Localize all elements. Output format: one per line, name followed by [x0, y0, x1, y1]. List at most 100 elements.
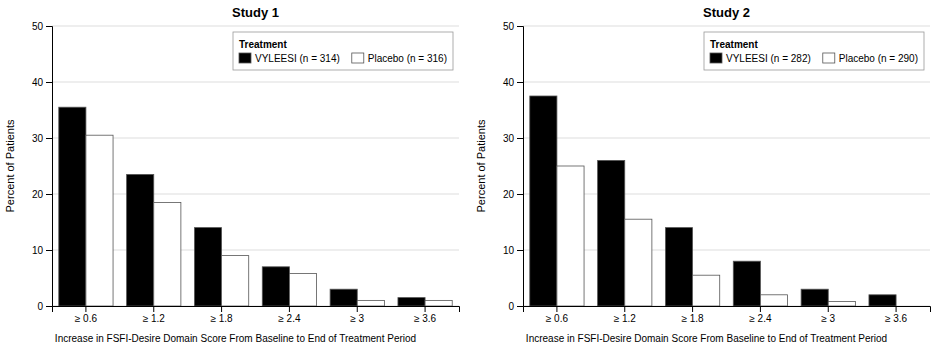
tick-label: ≥ 1.8 — [681, 313, 704, 324]
tick-mark — [760, 306, 761, 312]
axis-line — [46, 27, 53, 307]
grid-line — [523, 82, 930, 83]
tick-mark — [624, 306, 625, 312]
tick: ≥ 2.4 — [278, 306, 301, 324]
tick: 40 — [32, 77, 52, 88]
bar — [733, 261, 760, 306]
tick: ≥ 3 — [350, 306, 364, 324]
tick-mark — [46, 138, 52, 139]
tick-mark — [828, 306, 829, 312]
tick: 20 — [32, 189, 52, 200]
tick-label: ≥ 2.4 — [749, 313, 772, 324]
axis-line — [517, 27, 524, 307]
tick: ≥ 3.6 — [414, 306, 437, 324]
tick-mark — [46, 82, 52, 83]
tick-label: 20 — [32, 189, 44, 200]
tick: ≥ 1.8 — [210, 306, 233, 324]
grid-line — [52, 26, 459, 27]
bar — [530, 96, 557, 306]
axis-line — [524, 307, 931, 313]
tick: 40 — [503, 77, 523, 88]
tick: ≥ 2.4 — [749, 306, 772, 324]
legend-label: Placebo (n = 290) — [839, 53, 918, 64]
tick-mark — [357, 306, 358, 312]
y-axis: 0 10 20 30 40 50 — [32, 21, 53, 312]
grid-line — [523, 138, 930, 139]
tick-label: 50 — [503, 21, 515, 32]
x-axis: ≥ 0.6 ≥ 1.2 ≥ 1.8 ≥ 2.4 ≥ 3 ≥ 3.6 — [524, 306, 931, 324]
tick-mark — [556, 306, 557, 312]
tick-label: 10 — [32, 245, 44, 256]
legend-swatch — [710, 53, 722, 63]
legend-title: Treatment — [239, 39, 287, 50]
tick-mark — [46, 306, 52, 307]
legend-swatch — [823, 53, 835, 63]
bar — [330, 289, 357, 306]
tick: ≥ 0.6 — [546, 306, 569, 324]
tick: ≥ 1.2 — [143, 306, 166, 324]
tick-mark — [517, 194, 523, 195]
bar — [557, 166, 584, 306]
legend-swatch — [352, 53, 364, 63]
legend-title: Treatment — [710, 39, 758, 50]
legend-frame — [704, 32, 924, 70]
tick-mark — [517, 306, 523, 307]
tick-mark — [517, 138, 523, 139]
tick: ≥ 3.6 — [885, 306, 908, 324]
tick-label: 30 — [32, 133, 44, 144]
tick: 10 — [503, 245, 523, 256]
tick: 0 — [37, 301, 52, 312]
plot-area: 01020304050≥ 0.6≥ 1.2≥ 1.8≥ 2.4≥ 3≥ 3.6T… — [503, 21, 931, 324]
tick: ≥ 3 — [821, 306, 835, 324]
y-axis: 01020304050 — [503, 21, 524, 312]
tick-mark — [896, 306, 897, 312]
tick: ≥ 0.6 — [75, 306, 98, 324]
bar-series — [557, 166, 855, 306]
chart: 0 10 20 30 40 50 ≥ 0.6 ≥ 1.2 ≥ 1.8 ≥ 2.4 ≥ 3 ≥ 3.6 T… — [0, 0, 942, 350]
tick-label: ≥ 1.2 — [614, 313, 637, 324]
x-axis-title: Increase in FSFI-Desire Domain Score Fro… — [55, 333, 416, 344]
legend: TreatmentVYLEESI (n = 314)Placebo (n = 3… — [233, 32, 453, 70]
tick: 0 — [508, 301, 523, 312]
grid — [523, 26, 930, 306]
bar — [262, 267, 289, 306]
tick-mark — [517, 82, 523, 83]
tick-label: 20 — [503, 189, 515, 200]
tick-label: ≥ 1.2 — [143, 313, 166, 324]
tick: ≥ 1.2 — [614, 306, 637, 324]
bar — [760, 295, 787, 306]
bar — [59, 107, 86, 306]
tick-mark — [221, 306, 222, 312]
grid — [52, 26, 459, 306]
tick-label: 40 — [503, 77, 515, 88]
tick-label: 10 — [503, 245, 515, 256]
tick-label: ≥ 0.6 — [75, 313, 98, 324]
tick-label: ≥ 3.6 — [414, 313, 437, 324]
tick: 50 — [503, 21, 523, 32]
tick-label: ≥ 2.4 — [278, 313, 301, 324]
legend-swatch — [239, 53, 251, 63]
y-axis-title: Percent of Patients — [4, 119, 16, 212]
tick-mark — [692, 306, 693, 312]
tick-label: 0 — [37, 301, 43, 312]
grid-line — [52, 82, 459, 83]
bar — [869, 295, 896, 306]
legend-label: Placebo (n = 316) — [368, 53, 447, 64]
bar — [222, 256, 249, 306]
tick-mark — [517, 250, 523, 251]
legend-frame — [233, 32, 453, 70]
bar — [693, 275, 720, 306]
plot-area: 0 10 20 30 40 50 ≥ 0.6 ≥ 1.2 ≥ 1.8 ≥ 2.4 ≥ 3 ≥ 3.6 T… — [32, 21, 460, 324]
bar — [154, 202, 181, 306]
tick-label: ≥ 0.6 — [546, 313, 569, 324]
axis-line — [53, 307, 460, 313]
bar — [425, 300, 452, 306]
tick: 30 — [32, 133, 52, 144]
panel: 01020304050≥ 0.6≥ 1.2≥ 1.8≥ 2.4≥ 3≥ 3.6T… — [475, 5, 931, 344]
bar — [598, 160, 625, 306]
bar — [896, 306, 923, 307]
tick: 50 — [32, 21, 52, 32]
x-axis-title: Increase in FSFI-Desire Domain Score Fro… — [526, 333, 887, 344]
tick-label: 50 — [32, 21, 44, 32]
tick-label: 0 — [508, 301, 514, 312]
